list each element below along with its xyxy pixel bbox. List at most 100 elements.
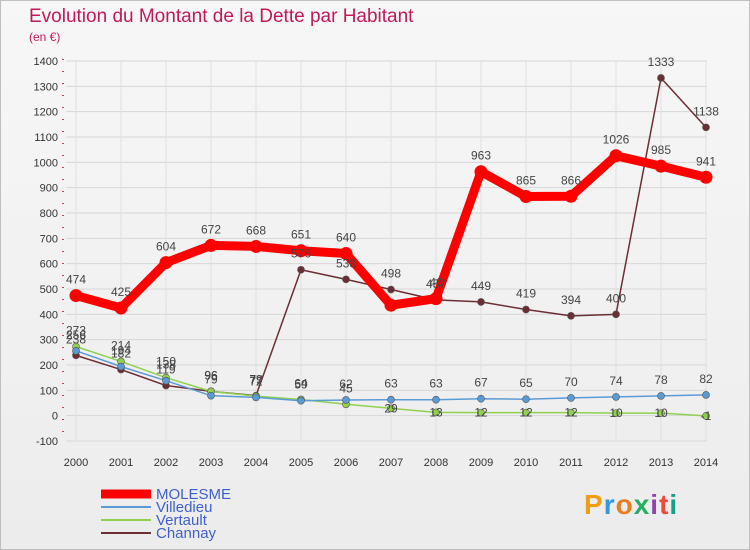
data-point bbox=[342, 275, 350, 284]
data-label: 13 bbox=[429, 405, 443, 419]
chart-title: Evolution du Montant de la Dette par Hab… bbox=[29, 6, 414, 27]
x-tick-label: 2010 bbox=[514, 457, 538, 469]
data-point bbox=[342, 396, 350, 404]
y-tick-label: 1200 bbox=[34, 107, 58, 119]
data-label: 96 bbox=[204, 368, 218, 382]
data-label: 604 bbox=[156, 240, 176, 254]
data-label: 576 bbox=[291, 247, 311, 261]
data-point bbox=[522, 408, 530, 417]
logo-letter: o bbox=[615, 489, 634, 520]
data-label: 78 bbox=[654, 373, 668, 387]
data-label: 866 bbox=[561, 173, 581, 187]
data-label: 394 bbox=[561, 293, 581, 307]
y-tick-label: 500 bbox=[40, 284, 58, 296]
legend-label: Villedieu bbox=[156, 499, 212, 516]
data-label: 963 bbox=[471, 149, 491, 163]
data-point bbox=[162, 376, 170, 385]
data-point bbox=[564, 189, 578, 203]
y-tick-label: 600 bbox=[40, 259, 58, 271]
y-tick-label: 900 bbox=[40, 183, 58, 195]
data-point bbox=[69, 289, 83, 303]
data-point bbox=[204, 238, 218, 252]
data-label: 72 bbox=[249, 374, 263, 388]
data-label: 77 bbox=[249, 373, 263, 387]
y-tick-label: 400 bbox=[40, 309, 58, 321]
data-point bbox=[294, 244, 308, 258]
y-tick-label: 100 bbox=[40, 385, 58, 397]
y-tick-label: -100 bbox=[36, 436, 58, 448]
data-label: 119 bbox=[156, 363, 175, 377]
y-tick-label: 800 bbox=[40, 208, 58, 220]
legend-label: Vertault bbox=[156, 512, 208, 529]
data-label: 182 bbox=[111, 347, 131, 361]
data-label: 79 bbox=[249, 373, 263, 387]
data-label: 1333 bbox=[648, 55, 675, 69]
data-point bbox=[612, 393, 620, 401]
data-label: 59 bbox=[294, 378, 308, 392]
data-point bbox=[207, 391, 215, 400]
x-tick-label: 2001 bbox=[109, 457, 133, 469]
x-tick-label: 2004 bbox=[244, 457, 268, 469]
logo-letter: P bbox=[584, 489, 604, 520]
data-label: 457 bbox=[426, 277, 446, 291]
x-tick-label: 2009 bbox=[469, 457, 493, 469]
logo-letter: i bbox=[669, 489, 679, 520]
data-point bbox=[699, 170, 713, 184]
data-point bbox=[159, 256, 173, 270]
logo-letter: i bbox=[650, 489, 660, 520]
data-label: 74 bbox=[609, 374, 623, 388]
x-tick-label: 2003 bbox=[199, 457, 223, 469]
data-point bbox=[432, 408, 440, 417]
data-point bbox=[387, 285, 395, 294]
x-tick-label: 2000 bbox=[64, 457, 88, 469]
data-point bbox=[429, 292, 443, 306]
data-point bbox=[477, 394, 485, 403]
proxiti-logo: Proxiti bbox=[584, 489, 678, 521]
data-label: 12 bbox=[519, 406, 533, 420]
data-label: 63 bbox=[384, 377, 398, 391]
data-label: 1026 bbox=[603, 133, 630, 147]
data-label: 538 bbox=[336, 256, 356, 270]
data-point bbox=[72, 347, 80, 355]
data-point bbox=[114, 301, 128, 315]
data-point bbox=[567, 394, 575, 402]
x-tick-label: 2005 bbox=[289, 457, 313, 469]
data-label: 70 bbox=[564, 375, 578, 389]
data-label: -1 bbox=[701, 409, 712, 423]
x-tick-label: 2008 bbox=[424, 457, 448, 469]
data-label: 64 bbox=[294, 376, 308, 390]
x-tick-label: 2002 bbox=[154, 457, 178, 469]
data-label: 865 bbox=[516, 174, 536, 188]
logo-letter: r bbox=[603, 489, 616, 520]
data-point bbox=[387, 395, 395, 404]
data-point bbox=[567, 408, 575, 417]
y-tick-label: 1000 bbox=[34, 157, 58, 169]
data-label: 82 bbox=[699, 372, 713, 386]
data-label: 12 bbox=[564, 406, 578, 420]
data-label: 138 bbox=[156, 358, 176, 372]
data-point bbox=[477, 298, 485, 306]
data-point bbox=[609, 149, 623, 163]
data-point bbox=[612, 310, 620, 319]
data-label: 96 bbox=[204, 368, 218, 382]
data-point bbox=[657, 392, 665, 400]
data-point bbox=[657, 74, 665, 82]
logo-letter: x bbox=[633, 489, 651, 520]
data-label: 65 bbox=[519, 376, 533, 390]
data-point bbox=[702, 123, 710, 132]
data-label: 941 bbox=[696, 154, 716, 168]
data-point bbox=[249, 239, 263, 253]
data-label: 10 bbox=[609, 406, 623, 420]
data-point bbox=[387, 404, 395, 413]
data-point bbox=[297, 396, 305, 405]
legend-label: Channay bbox=[156, 525, 217, 542]
data-label: 474 bbox=[66, 273, 86, 287]
data-label: 256 bbox=[66, 328, 86, 342]
data-point bbox=[384, 298, 398, 312]
data-label: 449 bbox=[471, 279, 491, 293]
data-label: 150 bbox=[156, 355, 176, 369]
data-label: 62 bbox=[339, 377, 353, 391]
data-point bbox=[339, 247, 353, 261]
